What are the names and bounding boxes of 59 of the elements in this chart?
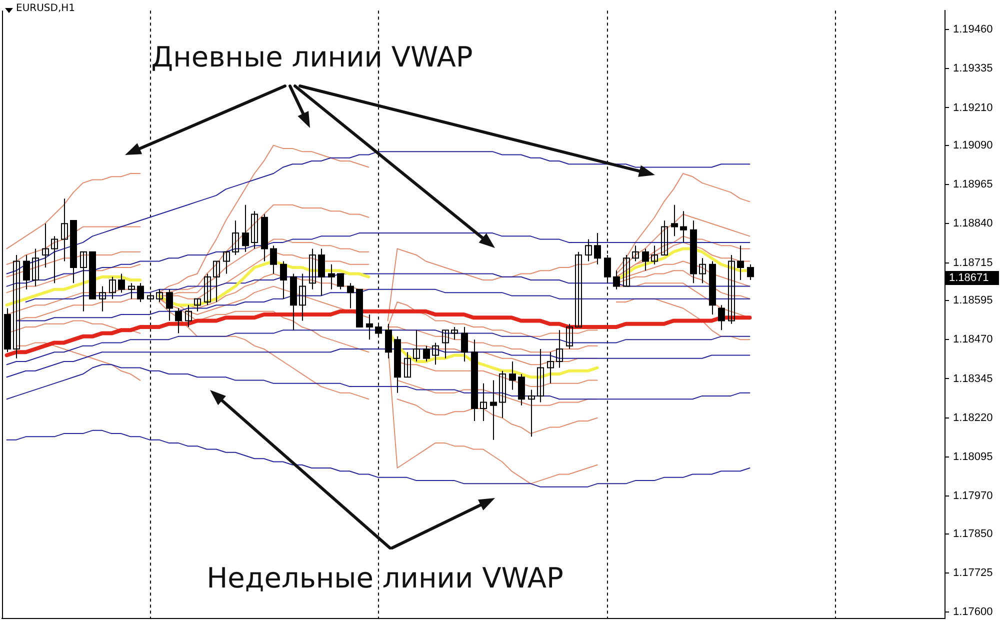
y-tick-label: 1.18220	[953, 412, 993, 424]
candlestick	[661, 220, 668, 256]
y-tick-label: 1.17725	[953, 567, 993, 580]
candlestick	[156, 288, 163, 302]
y-tick-label: 1.18840	[953, 218, 993, 230]
y-tick-label: 1.18470	[953, 334, 993, 346]
y-tick-label: 1.18095	[953, 451, 993, 464]
candlestick	[61, 198, 68, 262]
candlestick	[528, 389, 535, 438]
candlestick	[194, 298, 201, 312]
candlestick	[632, 245, 639, 262]
candlestick	[585, 238, 592, 262]
candlestick	[623, 254, 630, 287]
y-tick-label: 1.17970	[953, 490, 993, 502]
candlestick	[251, 210, 258, 250]
y-tick-label: 1.18345	[953, 372, 993, 385]
candlestick	[223, 251, 230, 274]
y-tick-label: 1.18965	[953, 178, 993, 191]
candlestick	[13, 254, 20, 359]
candlestick	[499, 370, 506, 418]
candlestick	[566, 323, 573, 350]
candlestick	[651, 245, 658, 265]
candlestick	[432, 342, 439, 366]
y-tick-label: 1.18715	[953, 256, 993, 269]
candlestick	[128, 282, 135, 300]
candlestick	[109, 276, 116, 300]
candlestick	[309, 248, 316, 290]
candlestick	[547, 352, 554, 384]
candlestick	[232, 220, 239, 256]
candlestick	[575, 251, 582, 328]
candlestick	[404, 352, 411, 378]
y-tick-label: 1.19460	[953, 23, 993, 36]
candlestick	[699, 258, 706, 284]
candlestick	[99, 286, 106, 312]
annotation: Дневные линии VWAP	[151, 40, 473, 74]
y-tick-label: 1.19335	[953, 62, 993, 75]
chart-title: EURUSD,H1	[16, 3, 76, 14]
y-tick-label: 1.17600	[953, 606, 993, 618]
candlestick	[728, 254, 735, 324]
candlestick	[80, 251, 87, 312]
candlestick	[537, 348, 544, 403]
candlestick	[42, 223, 49, 268]
candlestick	[32, 248, 39, 287]
candlestick	[185, 304, 192, 328]
candlestick	[299, 273, 306, 322]
candlestick	[213, 260, 220, 302]
y-tick-label: 1.17850	[953, 528, 993, 540]
candlestick	[451, 326, 458, 340]
candlestick	[480, 382, 487, 422]
text: 1.18671	[945, 271, 999, 285]
candlestick	[51, 236, 58, 284]
candlestick	[204, 273, 211, 306]
annotation: Недельные линии VWAP	[206, 562, 564, 594]
candlestick	[413, 330, 420, 362]
candlestick	[442, 330, 449, 359]
y-tick-label: 1.18595	[953, 294, 993, 306]
candlestick	[556, 330, 563, 368]
y-tick-label: 1.19090	[953, 139, 993, 152]
y-tick-label: 1.19210	[953, 102, 993, 114]
